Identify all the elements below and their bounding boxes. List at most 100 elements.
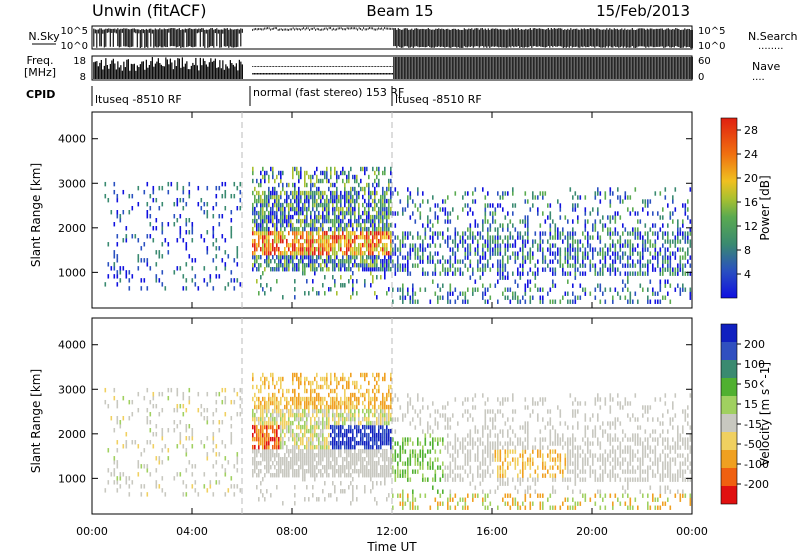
power-cell: [215, 274, 218, 279]
power-cell: [328, 210, 330, 216]
velocity-cell: [334, 444, 336, 450]
power-cell: [324, 214, 326, 220]
power-cell: [464, 251, 467, 256]
freq-dot: [339, 66, 341, 67]
power-cell: [284, 246, 286, 252]
velocity-cell: [306, 448, 308, 454]
power-cell: [324, 190, 326, 196]
power-cell: [524, 239, 527, 244]
power-cell: [424, 247, 427, 252]
power-cell: [449, 211, 452, 216]
power-cell: [116, 210, 119, 215]
power-cell: [382, 214, 384, 220]
velocity-cell: [149, 399, 152, 405]
power-cell: [356, 194, 358, 200]
nsky-bar: [471, 28, 473, 47]
power-cell: [344, 242, 346, 248]
velocity-cell: [104, 387, 107, 393]
power-cell: [524, 231, 527, 236]
power-cell: [664, 187, 667, 192]
velocity-cell: [302, 436, 304, 442]
power-cell: [374, 226, 376, 232]
power-cell: [332, 246, 334, 252]
power-cell: [492, 211, 494, 216]
power-cell: [340, 218, 342, 224]
velocity-cell: [306, 376, 308, 382]
freq-dot: [279, 66, 281, 67]
nsky-mark: [384, 27, 386, 30]
power-cell: [639, 231, 642, 236]
freq-bar: [201, 65, 203, 79]
velocity-cell: [292, 428, 294, 434]
power-cell: [609, 231, 612, 236]
power-cell: [368, 218, 370, 224]
velocity-cell: [206, 456, 209, 461]
power-cell: [629, 239, 632, 244]
power-cell: [422, 267, 424, 272]
power-cell: [602, 227, 604, 232]
freq-line: [355, 73, 357, 75]
velocity-cell: [258, 444, 260, 450]
velocity-cell: [266, 404, 268, 410]
velocity-cell: [354, 408, 356, 414]
power-cell: [584, 195, 587, 200]
power-cell: [524, 223, 527, 228]
power-cell: [306, 254, 308, 260]
power-cell: [252, 226, 254, 232]
freq-tick-bottom: 8: [80, 72, 86, 83]
freq-line: [253, 73, 255, 75]
power-cell: [296, 238, 298, 244]
power-cell: [292, 226, 294, 232]
power-cell: [477, 239, 479, 244]
velocity-cell: [304, 424, 306, 430]
freq-bar: [670, 57, 672, 79]
velocity-cell: [344, 388, 346, 394]
power-cell: [368, 182, 370, 188]
power-cell: [612, 263, 614, 268]
power-cell: [467, 211, 469, 216]
velocity-cell: [326, 424, 328, 430]
velocity-cell: [340, 444, 342, 450]
power-cell: [384, 254, 386, 260]
freq-line: [354, 73, 356, 75]
power-cell: [597, 235, 599, 240]
power-cell: [597, 271, 599, 276]
velocity-cell: [314, 432, 316, 438]
power-cell: [559, 299, 562, 304]
freq-line: [298, 73, 300, 75]
power-heatmap-cells: [104, 166, 692, 304]
freq-bar: [520, 57, 522, 79]
velocity-cell: [280, 436, 282, 442]
power-cell: [334, 230, 336, 236]
power-cell: [328, 178, 330, 184]
nsky-bar: [615, 29, 617, 48]
nsky-bar: [505, 29, 507, 48]
velocity-cell: [268, 400, 270, 406]
power-cell: [517, 231, 519, 236]
power-cell: [308, 291, 310, 296]
freq-line: [328, 73, 330, 75]
power-cell: [294, 295, 296, 300]
velocity-cell: [368, 440, 370, 446]
power-cell: [512, 295, 514, 300]
power-cell: [356, 226, 358, 232]
nsky-bar: [430, 29, 432, 48]
power-cell: [128, 193, 131, 199]
power-cell: [577, 219, 579, 224]
power-cell: [390, 166, 392, 172]
velocity-cell: [356, 456, 358, 462]
freq-bar: [400, 57, 402, 79]
freq-dot: [384, 66, 386, 67]
power-cell: [334, 206, 336, 212]
power-cell: [338, 210, 340, 216]
power-cell: [364, 210, 366, 216]
power-cell: [266, 242, 268, 248]
velocity-cell: [218, 428, 221, 433]
power-cell: [278, 254, 280, 260]
velocity-cell: [310, 436, 312, 442]
power-cell: [654, 299, 657, 304]
nsky-mark: [339, 27, 341, 30]
power-cell: [338, 226, 340, 232]
velocity-cell: [314, 428, 316, 434]
power-cell: [537, 243, 539, 248]
